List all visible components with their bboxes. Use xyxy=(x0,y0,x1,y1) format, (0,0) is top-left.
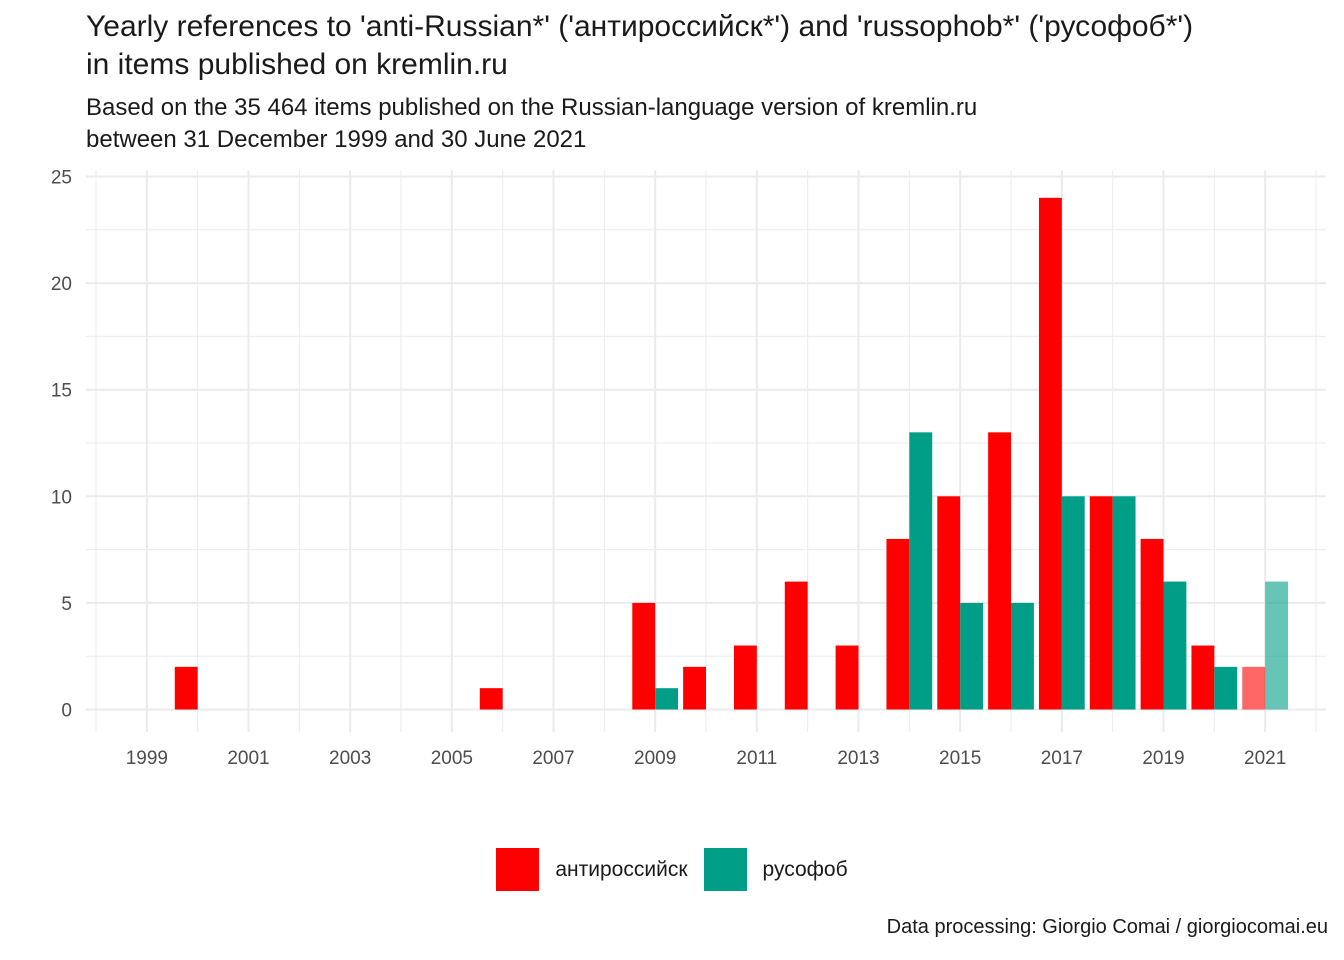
bar-anti xyxy=(1038,197,1062,710)
bar-anti xyxy=(988,432,1011,710)
bar-anti xyxy=(937,496,961,710)
bar-anti xyxy=(835,645,859,710)
bar-anti xyxy=(784,581,808,710)
bar-russo xyxy=(960,602,984,710)
bar-anti xyxy=(632,602,656,710)
chart-title: Yearly references to 'anti-Russian*' ('а… xyxy=(86,8,1326,84)
x-tick-label: 2019 xyxy=(1142,748,1184,769)
x-tick-label: 2005 xyxy=(431,748,473,769)
bar-russo xyxy=(1011,602,1034,710)
legend-swatch-russo xyxy=(703,848,747,891)
x-tick-label: 2015 xyxy=(939,748,981,769)
y-tick-label: 15 xyxy=(51,381,72,402)
bar-russo xyxy=(909,432,933,710)
chart-title-line-1: Yearly references to 'anti-Russian*' ('а… xyxy=(86,10,1194,43)
x-tick-label: 2001 xyxy=(227,748,269,769)
y-tick-label: 20 xyxy=(51,274,72,295)
x-tick-label: 2009 xyxy=(634,748,676,769)
x-tick-label: 2003 xyxy=(329,748,371,769)
bar-russo xyxy=(1163,581,1187,710)
chart-subtitle: Based on the 35 464 items published on t… xyxy=(86,92,1326,156)
legend-swatch-anti xyxy=(496,848,540,891)
bar-anti xyxy=(1191,645,1215,710)
bar-anti xyxy=(733,645,757,710)
y-tick-label: 5 xyxy=(61,594,72,615)
chart-subtitle-line-1: Based on the 35 464 items published on t… xyxy=(86,94,978,121)
bar-chart: 0 5 10 15 20 25 1999 2001 2003 2005 2007 2009 2011 20… xyxy=(51,168,1326,769)
x-tick-label: 2013 xyxy=(837,748,879,769)
bar-russo xyxy=(1214,666,1238,710)
x-tick-label: 2017 xyxy=(1041,748,1083,769)
bar-anti xyxy=(479,688,503,710)
legend: антироссийск русофоб xyxy=(0,848,1344,891)
legend-label-russo: русофоб xyxy=(762,857,848,881)
bar-russo xyxy=(1061,496,1085,710)
legend-item-russo: русофоб xyxy=(703,848,848,891)
y-tick-label: 10 xyxy=(51,487,72,508)
legend-item-anti: антироссийск xyxy=(496,848,688,891)
bar-russo xyxy=(1112,496,1136,710)
chart-subtitle-line-2: between 31 December 1999 and 30 June 202… xyxy=(86,126,587,153)
bar-anti xyxy=(886,538,910,710)
bar-anti xyxy=(683,666,706,710)
bar-russo xyxy=(655,688,679,710)
x-tick-label: 2011 xyxy=(736,748,777,769)
legend-label-anti: антироссийск xyxy=(555,857,688,881)
bar-anti xyxy=(1140,538,1164,710)
y-tick-label: 0 xyxy=(61,701,72,722)
chart-title-line-2: in items published on kremlin.ru xyxy=(86,48,508,81)
x-tick-label: 2007 xyxy=(532,748,574,769)
y-tick-label: 25 xyxy=(51,168,72,189)
x-tick-label: 1999 xyxy=(126,748,168,769)
bar-russo xyxy=(1265,581,1289,710)
bar-anti xyxy=(1089,496,1113,710)
caption: Data processing: Giorgio Comai / giorgio… xyxy=(886,916,1328,938)
bar-anti xyxy=(174,666,198,710)
x-tick-label: 2021 xyxy=(1244,748,1286,769)
bar-anti xyxy=(1242,666,1266,710)
